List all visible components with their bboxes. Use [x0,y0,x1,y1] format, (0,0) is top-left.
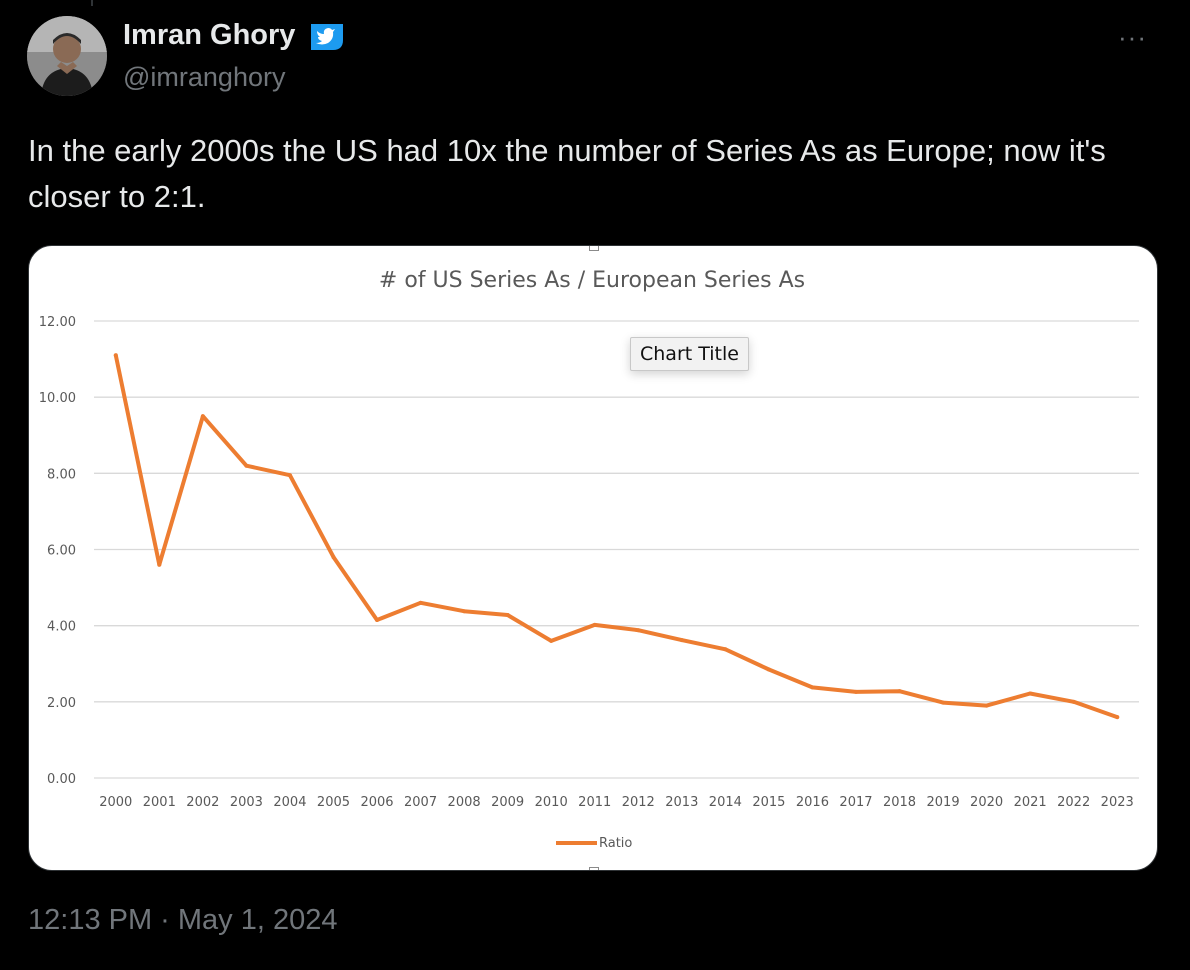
x-tick-label: 2007 [404,795,437,810]
data-point [462,609,467,614]
chart-title: # of US Series As / European Series As [379,268,805,293]
data-point [1115,715,1120,720]
thread-connector [91,0,93,6]
x-tick-label: 2003 [230,795,263,810]
y-tick-label: 0.00 [47,772,76,787]
x-tick-label: 2018 [883,795,916,810]
x-tick-label: 2015 [752,795,785,810]
legend-label: Ratio [599,836,632,851]
x-tick-label: 2002 [186,795,219,810]
data-point [941,700,946,705]
data-point [984,703,989,708]
data-point [244,463,249,468]
data-point [505,613,510,618]
x-tick-label: 2004 [273,795,306,810]
resize-handle-bottom [589,867,599,870]
data-point [1071,699,1076,704]
line-chart: # of US Series As / European Series As 0… [39,268,1139,851]
x-tick-label: 2023 [1101,795,1134,810]
x-tick-label: 2017 [839,795,872,810]
data-point [592,622,597,627]
x-tick-label: 2019 [927,795,960,810]
data-point [287,473,292,478]
data-point [549,638,554,643]
person-avatar-icon [27,16,107,96]
x-tick-label: 2001 [143,795,176,810]
author-display-name[interactable]: Imran Ghory [123,19,296,51]
x-tick-label: 2016 [796,795,829,810]
x-tick-label: 2008 [448,795,481,810]
x-tick-label: 2020 [970,795,1003,810]
tweet-timestamp[interactable]: 12:13 PM · May 1, 2024 [28,904,338,936]
data-point [853,689,858,694]
y-tick-label: 8.00 [47,467,76,482]
data-point [810,685,815,690]
author-handle[interactable]: @imranghory [123,62,286,92]
data-point [679,638,684,643]
more-options-button[interactable]: ··· [1118,22,1147,52]
x-tick-label: 2022 [1057,795,1090,810]
x-tick-label: 2021 [1014,795,1047,810]
x-tick-label: 2014 [709,795,742,810]
data-point [723,647,728,652]
tweet-text: In the early 2000s the US had 10x the nu… [28,133,1106,214]
x-tick-label: 2000 [99,795,132,810]
data-point [200,414,205,419]
chart-title-tooltip: Chart Title [630,337,749,371]
x-tick-label: 2009 [491,795,524,810]
y-tick-label: 2.00 [47,696,76,711]
y-tick-label: 4.00 [47,620,76,635]
x-tick-label: 2006 [360,795,393,810]
y-tick-label: 6.00 [47,544,76,559]
series-line-ratio [113,353,1120,720]
twitter-bird-verified-icon [311,24,343,50]
data-point [897,689,902,694]
data-point [157,562,162,567]
data-point [375,617,380,622]
avatar[interactable] [27,16,107,96]
tweet-media-chart[interactable]: # of US Series As / European Series As 0… [28,245,1158,871]
x-tick-label: 2012 [622,795,655,810]
resize-handle-top [589,246,599,251]
data-point [331,555,336,560]
x-tick-label: 2005 [317,795,350,810]
data-point [418,600,423,605]
data-point [113,353,118,358]
data-point [1028,691,1033,696]
data-point [766,667,771,672]
data-point [636,628,641,633]
x-tick-label: 2011 [578,795,611,810]
y-tick-label: 12.00 [39,315,76,330]
x-tick-label: 2013 [665,795,698,810]
x-tick-label: 2010 [535,795,568,810]
y-tick-label: 10.00 [39,391,76,406]
